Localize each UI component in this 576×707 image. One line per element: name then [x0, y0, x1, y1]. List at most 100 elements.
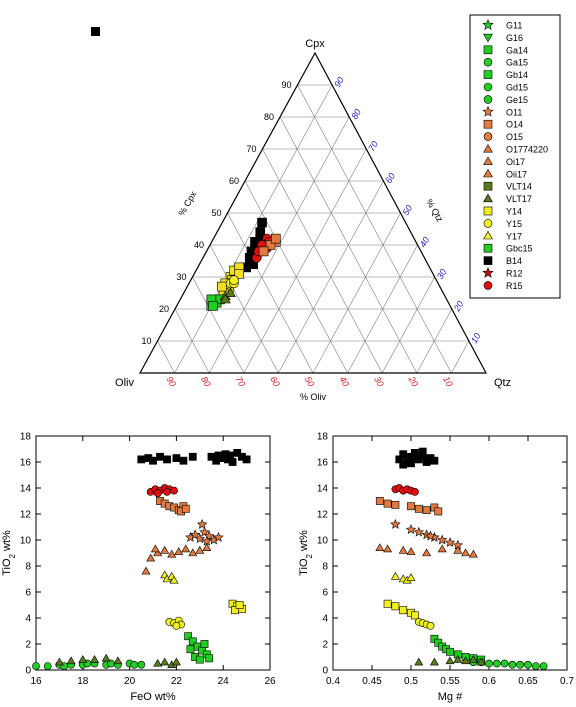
y-tick-label: 2 [25, 640, 31, 651]
data-point [405, 524, 417, 535]
data-point [163, 455, 171, 464]
data-point [188, 452, 197, 461]
data-point [202, 543, 212, 551]
plot-frame [332, 435, 568, 671]
y-tick-label: 10 [20, 536, 32, 547]
data-point [156, 452, 164, 461]
grid-line [157, 340, 175, 374]
left-tick-label: 50 [211, 208, 221, 218]
data-point [390, 571, 400, 580]
x-tick-label: 0.45 [362, 676, 382, 687]
left-tick-label: 40 [194, 240, 204, 250]
data-point [137, 455, 146, 464]
y-tick-label: 4 [322, 614, 328, 625]
data-point [430, 456, 439, 465]
y-tick-label: 6 [25, 588, 31, 599]
legend-marker [483, 45, 493, 55]
legend: G11 G16 Ga14 Ga15 Gb14 Gd15 Ge15 O11 O14 O15 O1774… [469, 14, 561, 299]
data-point [170, 486, 178, 495]
data-point [172, 454, 181, 462]
y-tick-label: 4 [25, 614, 31, 625]
legend-label: O14 [506, 120, 523, 130]
data-point [66, 656, 76, 665]
bottom-tick-label: 50 [303, 375, 317, 389]
axis-label-qtz: % Qtz [424, 197, 445, 224]
data-point [437, 544, 447, 553]
legend-marker [483, 168, 493, 178]
data-point [414, 657, 424, 666]
legend-label: VLT14 [506, 182, 532, 192]
y-tick-label: 8 [322, 562, 328, 573]
y-tick-label: 18 [20, 432, 32, 443]
legend-marker [482, 105, 494, 117]
legend-marker [483, 132, 493, 141]
grid-line [451, 340, 470, 374]
legend-marker [483, 82, 493, 92]
right-tick-label: 50 [401, 203, 415, 217]
y-tick-label: 6 [322, 588, 328, 599]
axis-label-cpx: % Cpx [176, 189, 198, 217]
legend-marker [483, 181, 493, 191]
outlier-square [91, 27, 100, 36]
data-point [434, 507, 443, 516]
corner-label-qtz: Qtz [494, 377, 511, 389]
data-point [213, 531, 224, 542]
data-point [444, 537, 456, 548]
legend-label: Gbc15 [506, 244, 533, 254]
data-point [461, 656, 471, 665]
data-point [539, 662, 548, 670]
right-tick-label: 20 [451, 299, 465, 314]
data-point [205, 654, 214, 663]
data-point [383, 544, 393, 553]
corner-label-cpx: Cpx [305, 38, 325, 50]
x-tick-label: 0.4 [326, 676, 340, 687]
data-point [214, 451, 223, 460]
data-point [375, 543, 385, 551]
data-point [500, 659, 509, 668]
legend-label: G11 [506, 21, 522, 31]
left-tick-label: 20 [159, 304, 169, 314]
data-point [391, 602, 400, 611]
data-point [181, 504, 190, 513]
right-tick-label: 80 [349, 107, 363, 121]
bottom-tick-label: 10 [441, 375, 455, 389]
grid-line [262, 148, 383, 374]
data-point [200, 640, 209, 648]
data-point [130, 660, 139, 669]
x-tick-label: 0.7 [560, 676, 574, 687]
data-point [476, 657, 486, 666]
data-point [426, 621, 435, 630]
legend-marker [483, 119, 493, 129]
grid-line [209, 244, 279, 374]
bottom-tick-label: 60 [268, 375, 282, 389]
y-tick-label: 14 [20, 484, 32, 495]
right-tick-label: 90 [332, 75, 346, 89]
data-point [422, 548, 432, 557]
ternary-point [265, 240, 276, 250]
data-point [398, 545, 408, 554]
x-tick-label: 0.65 [518, 676, 538, 687]
data-point [436, 534, 448, 545]
left-tick-label: 70 [246, 144, 256, 154]
legend-marker [483, 95, 493, 104]
data-point [179, 456, 188, 465]
y-tick-label: 10 [317, 536, 329, 547]
y-tick-label: 14 [317, 484, 329, 495]
grid-line [347, 244, 418, 374]
right-tick-label: 40 [418, 235, 432, 249]
data-point [407, 502, 415, 511]
plot-frame [35, 435, 271, 671]
data-point [413, 526, 425, 537]
data-point [390, 518, 401, 529]
data-point [149, 456, 157, 465]
data-point [184, 632, 192, 641]
x-axis-label: Mg # [438, 691, 463, 703]
data-point [153, 658, 163, 667]
data-point [375, 497, 384, 505]
legend-marker [483, 57, 493, 67]
data-point [167, 549, 177, 558]
data-point [383, 499, 392, 508]
data-point [399, 606, 408, 615]
data-point [146, 553, 156, 562]
